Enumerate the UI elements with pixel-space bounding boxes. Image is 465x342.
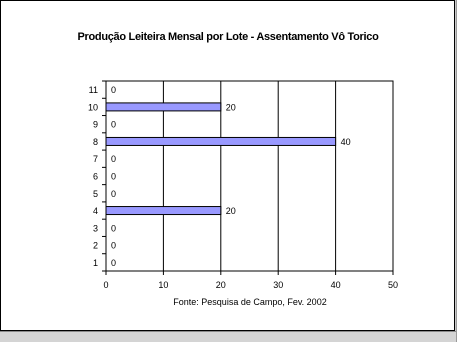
y-tick-label: 11 bbox=[89, 85, 98, 95]
bar bbox=[105, 136, 337, 146]
data-label: 0 bbox=[111, 85, 116, 95]
x-tick-label: 0 bbox=[103, 280, 108, 290]
data-label: 0 bbox=[111, 223, 116, 233]
scroll-edge bbox=[456, 0, 465, 342]
y-tick-label: 4 bbox=[93, 206, 98, 216]
bottom-edge bbox=[0, 331, 456, 342]
y-tick-label: 1 bbox=[93, 258, 98, 268]
y-tick-label: 5 bbox=[93, 189, 98, 199]
y-tick-label: 6 bbox=[93, 172, 98, 182]
chart-area bbox=[0, 0, 455, 331]
y-tick-label: 7 bbox=[93, 154, 98, 164]
x-tick-label: 40 bbox=[331, 280, 341, 290]
y-tick-label: 10 bbox=[88, 102, 98, 112]
data-label: 0 bbox=[111, 120, 116, 130]
chart-title: Produção Leiteira Mensal por Lote - Asse… bbox=[77, 31, 379, 43]
x-tick-label: 10 bbox=[158, 280, 168, 290]
data-label: 0 bbox=[111, 258, 116, 268]
data-label: 0 bbox=[111, 172, 116, 182]
y-tick-label: 3 bbox=[93, 223, 98, 233]
bar bbox=[105, 206, 222, 216]
data-label: 20 bbox=[226, 206, 236, 216]
data-label: 40 bbox=[341, 137, 351, 147]
plot-border bbox=[105, 80, 394, 272]
chart-source: Fonte: Pesquisa de Campo, Fev. 2002 bbox=[173, 297, 326, 307]
y-tick-label: 2 bbox=[93, 241, 98, 251]
bar bbox=[105, 102, 222, 112]
data-label: 20 bbox=[226, 102, 236, 112]
y-tick-label: 9 bbox=[93, 120, 98, 130]
x-tick-label: 30 bbox=[273, 280, 283, 290]
y-tick-label: 8 bbox=[93, 137, 98, 147]
data-label: 0 bbox=[111, 189, 116, 199]
data-label: 0 bbox=[111, 241, 116, 251]
data-label: 0 bbox=[111, 154, 116, 164]
x-tick-label: 20 bbox=[216, 280, 226, 290]
x-tick-label: 50 bbox=[388, 280, 398, 290]
